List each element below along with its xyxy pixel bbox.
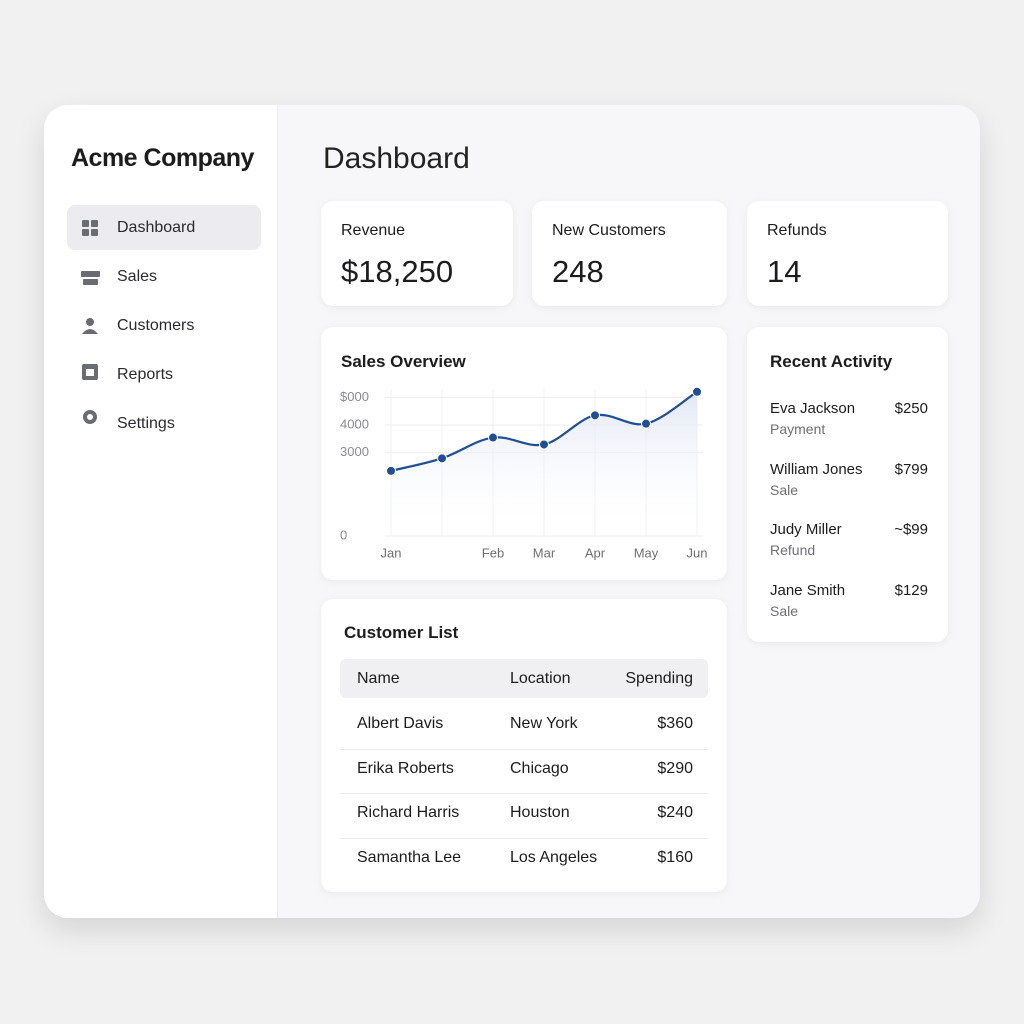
table-cell: Albert Davis (357, 715, 444, 732)
stat-label: New Customers (552, 222, 666, 239)
area-fill (391, 391, 697, 536)
y-tick-label: 4000 (340, 416, 369, 431)
nav-item[interactable]: Dashboard (117, 219, 196, 236)
page-title: Dashboard (323, 142, 470, 175)
table-cell: Los Angeles (510, 848, 598, 866)
activity-type: Refund (770, 542, 816, 558)
point (692, 386, 702, 397)
table-header-bg (340, 659, 708, 698)
table-cell: $360 (657, 715, 693, 732)
activity-amount: ~$99 (894, 521, 928, 538)
stat-value: $18,250 (341, 254, 454, 289)
point (539, 439, 549, 450)
activity-amount: $250 (894, 400, 928, 417)
stat-label: Refunds (767, 222, 827, 239)
x-tick-label: Feb (482, 545, 504, 560)
point (590, 410, 600, 421)
stat-label: Revenue (341, 222, 406, 239)
company-name: Acme Company (71, 144, 254, 172)
table-cell: $290 (657, 759, 693, 777)
column-header: Spending (625, 670, 693, 687)
activity-amount: $799 (894, 460, 928, 478)
chart: 0 3000 4000 $000 Jan Feb Mar Apr May Jun (340, 386, 708, 560)
activity-name: Jane Smith (770, 581, 846, 599)
activity-amount: $129 (894, 581, 928, 599)
nav-item[interactable]: Customers (117, 317, 195, 334)
x-tick-label: May (634, 545, 659, 560)
x-tick-label: Jun (687, 545, 708, 560)
chart-card: Sales Overview 0 3000 4000 $000 Jan Feb Mar Apr M… (321, 327, 727, 580)
row-divider (340, 748, 708, 750)
table-cell: Samantha Lee (357, 848, 462, 866)
column-header: Name (357, 670, 400, 687)
table-cell: Chicago (510, 759, 569, 777)
y-tick-label: $000 (340, 389, 369, 404)
table-cell: Houston (510, 804, 570, 821)
x-tick-label: Apr (585, 545, 606, 560)
x-tick-label: Mar (533, 545, 556, 560)
point (641, 418, 651, 429)
activity-type: Sale (770, 602, 799, 619)
y-tick-label: 0 (340, 527, 347, 542)
stat-card: New Customers 248 (532, 201, 727, 306)
active-nav-bg (67, 205, 261, 250)
activity-card: Recent Activity Eva Jackson $250 Payment Wil… (747, 327, 948, 642)
point (386, 465, 396, 476)
activity-title: Recent Activity (770, 352, 893, 371)
activity-type: Sale (770, 481, 799, 498)
row-divider (340, 837, 708, 839)
point (437, 453, 447, 464)
row-divider (340, 793, 708, 794)
y-tick-label: 3000 (340, 444, 369, 459)
nav-icons (81, 220, 100, 424)
table-cell: New York (510, 715, 578, 732)
stat-value: 14 (767, 254, 802, 289)
table-cell: $160 (657, 848, 693, 866)
stat-value: 248 (552, 254, 604, 289)
x-tick-label: Jan (381, 545, 402, 560)
activity-type: Payment (770, 421, 826, 437)
stat-card: Revenue $18,250 (321, 201, 513, 306)
sidebar (44, 105, 278, 918)
table-title: Customer List (344, 623, 459, 642)
nav-item[interactable]: Settings (117, 415, 175, 432)
activity-name: William Jones (770, 460, 863, 478)
stat-card: Refunds 14 (747, 201, 948, 306)
nav-item[interactable]: Sales (117, 268, 158, 285)
customer-card: Customer List Name Location Spending Albert … (321, 599, 727, 892)
table-cell: $240 (657, 804, 693, 821)
activity-name: Eva Jackson (770, 400, 856, 417)
table-cell: Richard Harris (357, 804, 460, 821)
nav-item[interactable]: Reports (117, 366, 174, 383)
activity-name: Judy Miller (770, 521, 842, 538)
table-cell: Erika Roberts (357, 759, 454, 777)
chart-title: Sales Overview (341, 352, 466, 371)
column-header: Location (510, 670, 571, 687)
point (488, 432, 498, 443)
